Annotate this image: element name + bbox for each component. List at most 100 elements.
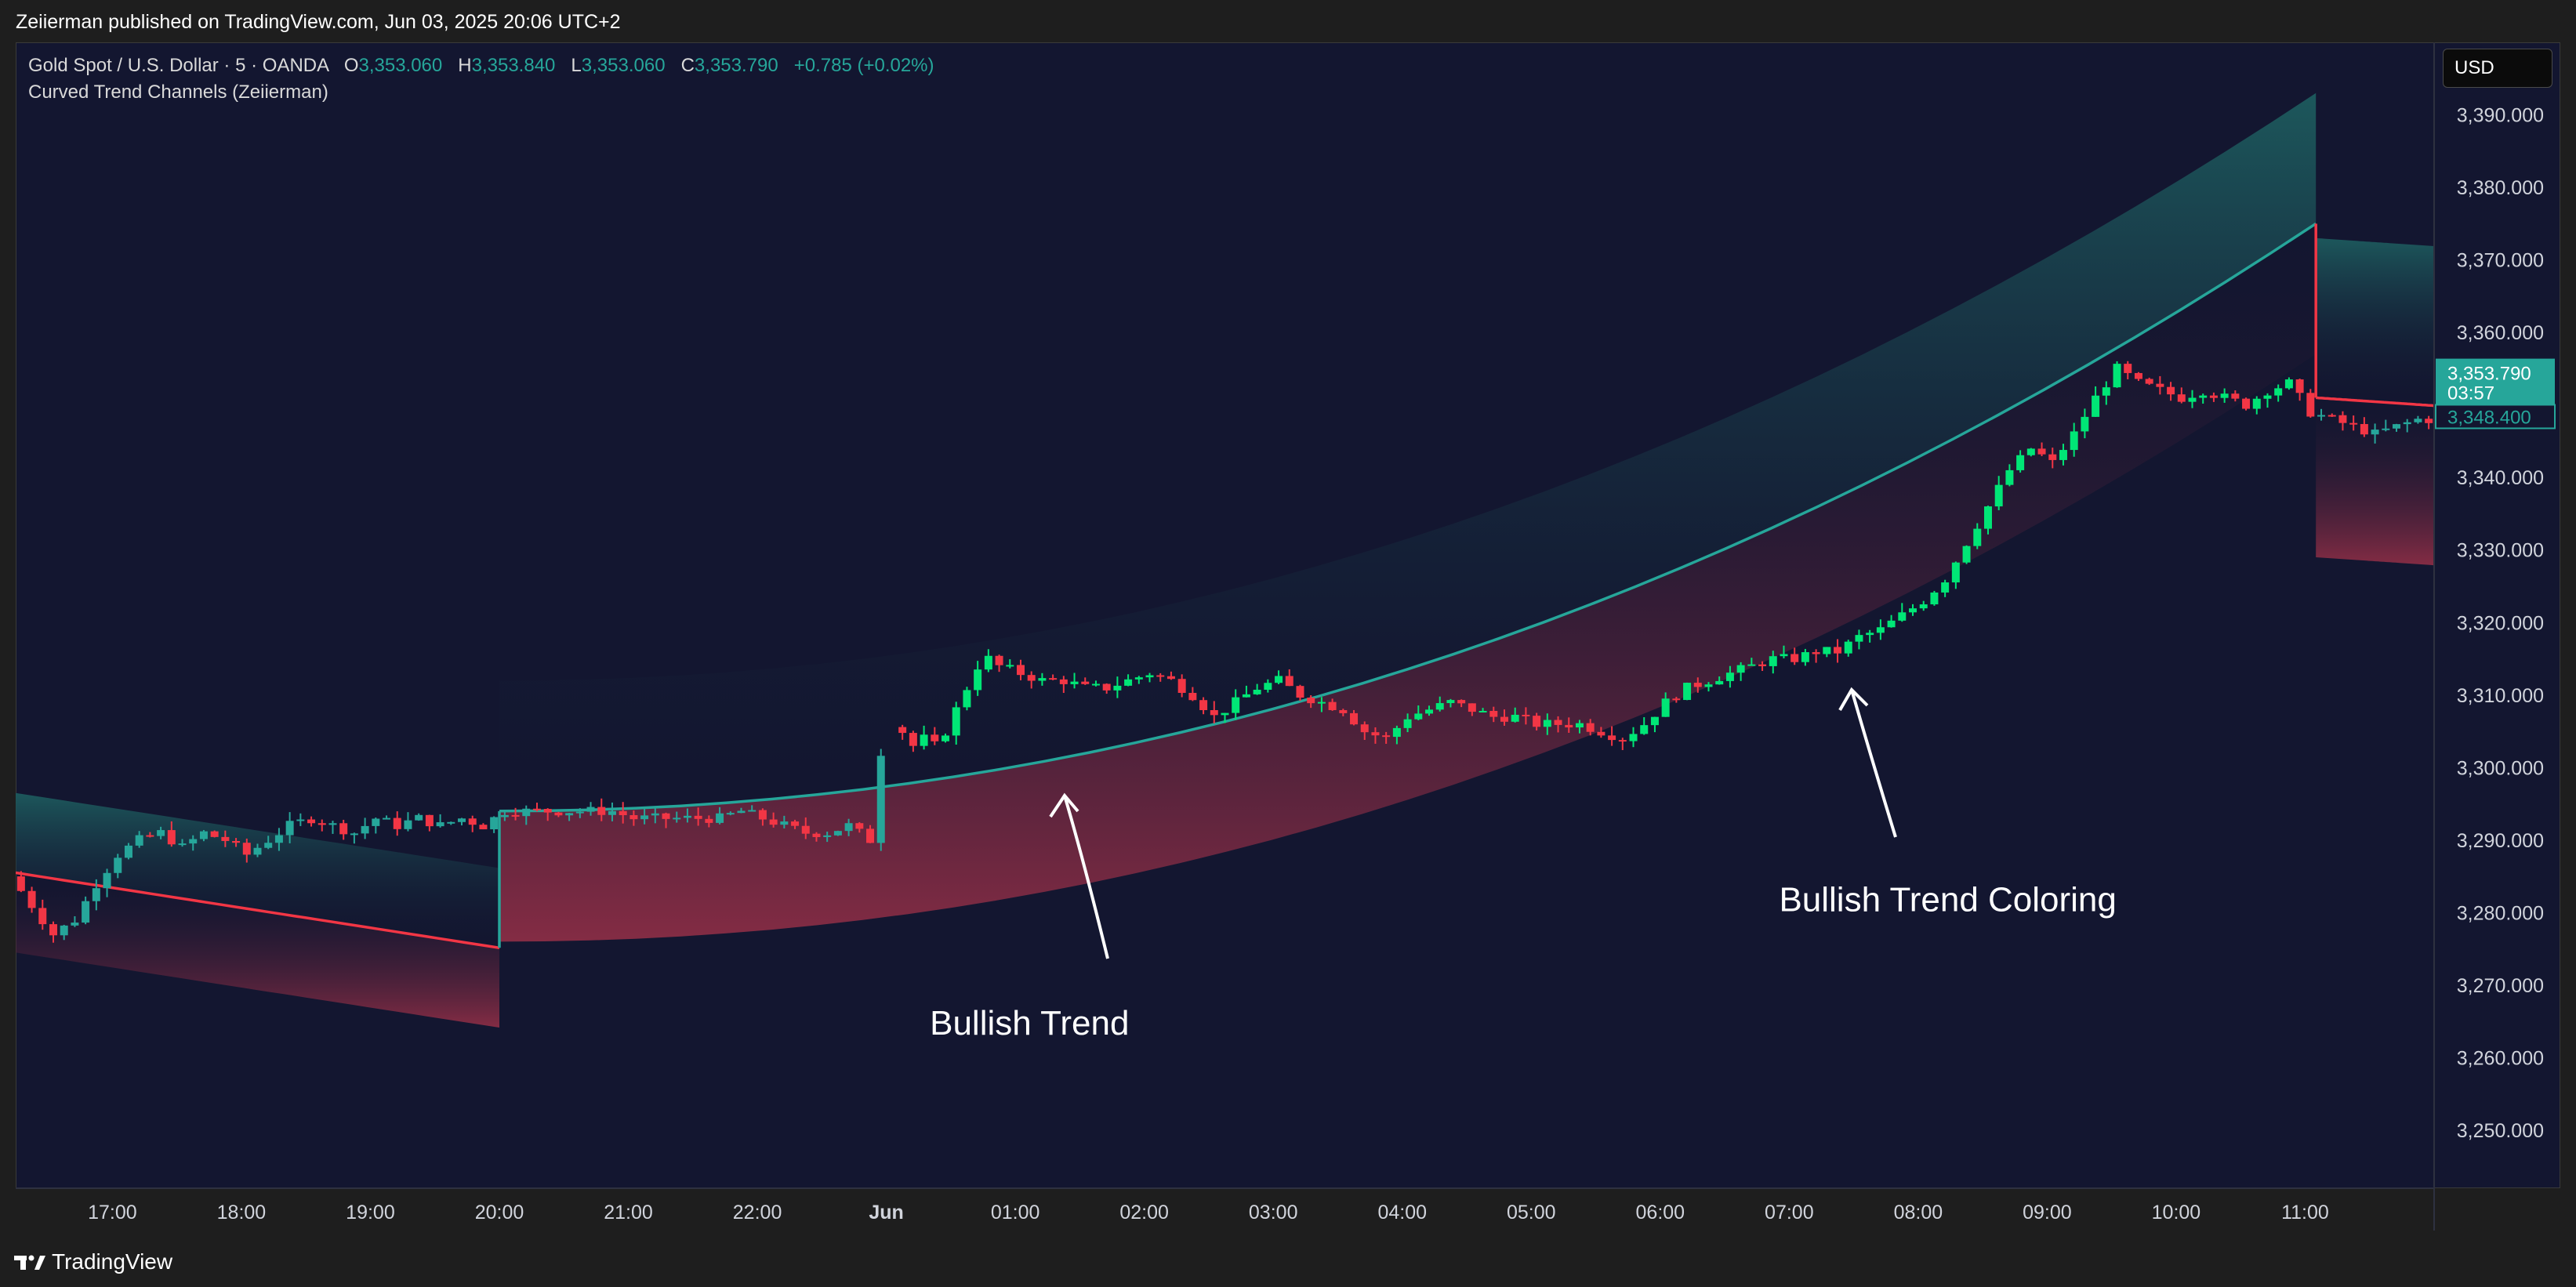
candle-body xyxy=(2188,397,2197,402)
candle-body xyxy=(511,814,520,817)
candle-body xyxy=(1113,685,1122,691)
candle-body xyxy=(1177,679,1186,694)
x-tick-label: 22:00 xyxy=(733,1202,782,1224)
candle-body xyxy=(651,813,659,816)
candle-body xyxy=(1264,683,1272,690)
candle-body xyxy=(2199,395,2208,398)
indicator-name[interactable]: Curved Trend Channels (Zeiierman) xyxy=(28,82,328,103)
x-tick-label: 01:00 xyxy=(991,1202,1040,1224)
candle-body xyxy=(1339,709,1348,713)
candle-body xyxy=(393,818,401,829)
y-tick-label: 3,260.000 xyxy=(2457,1047,2544,1069)
candle-body xyxy=(1478,711,1487,713)
candle-body xyxy=(1522,714,1530,716)
candle-body xyxy=(1769,656,1777,666)
candle-body xyxy=(1059,679,1068,684)
candle-body xyxy=(1435,703,1444,710)
candle-body xyxy=(1425,709,1434,714)
candle-body xyxy=(2026,448,2035,455)
candle-body xyxy=(1855,635,1863,642)
channel-upper-band xyxy=(499,92,2317,811)
candle-body xyxy=(1951,562,1960,583)
x-tick-label: 08:00 xyxy=(1894,1202,1943,1224)
channel-lower-band xyxy=(499,223,2317,942)
candle-body xyxy=(124,845,132,858)
time-axis[interactable]: 17:00 18:00 19:00 20:00 21:00 22:00 Jun 01:00 02… xyxy=(88,1202,2329,1224)
candle-body xyxy=(1500,716,1508,722)
candle-body xyxy=(1328,702,1337,710)
x-tick-label: 17:00 xyxy=(88,1202,137,1224)
arrow-icon xyxy=(1850,689,1897,838)
candle-body xyxy=(586,807,595,812)
candle-body xyxy=(705,818,713,823)
candle-body xyxy=(1414,713,1423,720)
candle-body xyxy=(232,840,241,843)
candle-body xyxy=(221,836,230,841)
candle-body xyxy=(317,823,326,825)
candle-body xyxy=(38,908,47,925)
high-label: H xyxy=(458,55,472,76)
currency-selector[interactable]: USD xyxy=(2443,49,2552,88)
candle-body xyxy=(264,843,273,848)
candle-body xyxy=(1844,641,1852,654)
candle-body xyxy=(532,808,541,810)
candle-body xyxy=(1027,675,1036,681)
candle-body xyxy=(1210,709,1218,716)
x-tick-label: 20:00 xyxy=(475,1202,524,1224)
candle-body xyxy=(1683,683,1692,701)
candle-body xyxy=(2177,394,2186,402)
y-tick-label: 3,270.000 xyxy=(2457,975,2544,997)
candle-body xyxy=(629,815,638,820)
close-label: C xyxy=(680,55,695,76)
candle-body xyxy=(942,735,950,741)
candle-body xyxy=(2220,393,2229,398)
candle-body xyxy=(1618,740,1627,742)
candle-body xyxy=(2360,424,2368,435)
candle-body xyxy=(404,820,412,829)
y-tick-label: 3,250.000 xyxy=(2457,1120,2544,1142)
candle-body xyxy=(974,669,982,691)
candle-body xyxy=(984,655,992,670)
annotations: Bullish Trend Bullish Trend Coloring xyxy=(930,687,2117,1042)
candle-body xyxy=(844,823,853,832)
candle-body xyxy=(1962,546,1971,563)
channel-upper-band xyxy=(16,792,499,948)
candle-body xyxy=(1725,673,1734,681)
candle-body xyxy=(447,821,455,824)
candle-body xyxy=(1468,703,1476,712)
x-tick-label: 05:00 xyxy=(1507,1202,1556,1224)
candle-body xyxy=(1232,697,1240,713)
candle-body xyxy=(1801,652,1809,662)
last-price-tag xyxy=(2436,358,2555,404)
candle-body xyxy=(801,825,810,834)
candle-body xyxy=(189,839,198,844)
candle-body xyxy=(597,807,606,815)
candle-body xyxy=(758,810,767,820)
candle-body xyxy=(458,818,466,822)
candle-body xyxy=(328,823,337,825)
tradingview-brand[interactable]: TradingView xyxy=(14,1249,172,1274)
candle-body xyxy=(1898,612,1907,621)
candle-body xyxy=(1629,734,1638,741)
candle-body xyxy=(1887,620,1896,628)
candle-body xyxy=(2242,398,2251,409)
candle-body xyxy=(2393,424,2401,429)
candle-body xyxy=(608,810,616,815)
candle-body xyxy=(554,812,563,816)
candle-body xyxy=(1006,665,1014,667)
arrow-head-icon xyxy=(1049,792,1079,818)
candle-body xyxy=(1016,665,1025,676)
symbol-name[interactable]: Gold Spot / U.S. Dollar · 5 · OANDA xyxy=(28,55,328,76)
candle-body xyxy=(522,808,531,817)
candle-body xyxy=(425,814,434,827)
candle-body xyxy=(662,813,670,819)
candle-body xyxy=(2382,428,2390,430)
candle-body xyxy=(1941,582,1950,593)
candle-body xyxy=(16,876,25,891)
y-tick-label: 3,320.000 xyxy=(2457,612,2544,634)
candle-body xyxy=(1081,681,1090,684)
candle-body xyxy=(2092,395,2100,417)
price-axis[interactable]: 3,250.000 3,260.000 3,270.000 3,280.000 3,29… xyxy=(2457,105,2544,1142)
candle-body xyxy=(479,825,488,830)
